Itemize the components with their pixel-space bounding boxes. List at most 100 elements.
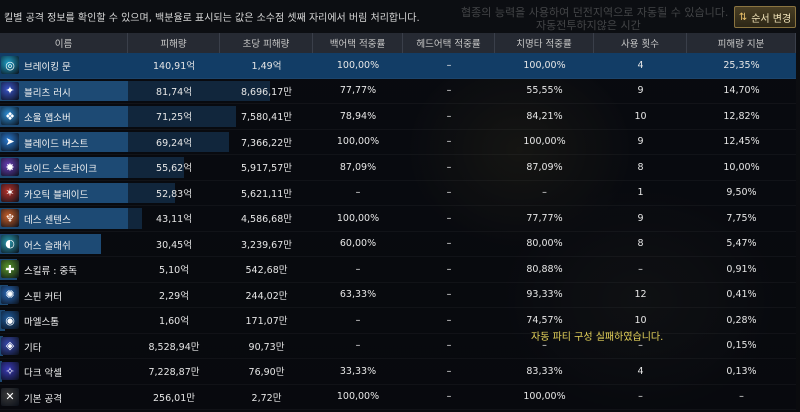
back-attack-rate: 77,77% [339, 85, 377, 97]
damage-value: 2,29억 [159, 290, 189, 302]
damage-share-bar [0, 233, 101, 254]
col-name[interactable]: 이름 [0, 33, 128, 53]
use-count: 10 [634, 110, 647, 122]
back-attack-rate: 63,33% [339, 289, 377, 301]
skill-cell: ◎ 브레이킹 문 [0, 53, 128, 79]
col-share[interactable]: 피해량 지분 [687, 33, 796, 53]
skill-cell: ◈ 기타 [0, 333, 128, 359]
dps-value-cell: 542,68만 [220, 257, 313, 283]
table-row[interactable]: ❖ 소울 앱소버 71,25억 7,580,41만 78,94% – 84,21% 10 12,… [0, 104, 796, 130]
damage-value: 69,24억 [156, 137, 192, 149]
damage-share-cell: 7,75% [687, 206, 796, 232]
death-sentence-icon: ♆ [1, 209, 19, 227]
dps-value-cell: 171,07만 [220, 308, 313, 334]
head-attack-rate: – [446, 110, 452, 122]
col-crit[interactable]: 치명타 적중률 [495, 33, 594, 53]
col-head-attack[interactable]: 헤드어택 적중률 [403, 33, 495, 53]
table-row[interactable]: ✚ 스킬류 : 중독 5,10억 542,68만 – – 80,88% – 0,91% [0, 257, 796, 283]
table-row[interactable]: ◈ 기타 8,528,94만 90,73만 – – – – 0,15% [0, 333, 796, 359]
skill-name: 기타 [24, 342, 42, 354]
use-count: 12 [634, 289, 647, 301]
back-attack-rate: 100,00% [336, 391, 380, 403]
col-dps[interactable]: 초당 피해량 [220, 33, 313, 53]
damage-value: 71,25억 [156, 112, 192, 124]
skill-name: 블리츠 러시 [24, 87, 71, 99]
damage-share: 10,00% [723, 161, 760, 173]
head-attack-rate: – [446, 365, 452, 377]
skill-name: 소울 앱소버 [24, 113, 71, 124]
sort-order-button[interactable]: ⇅ 순서 변경 [734, 6, 796, 28]
back-attack-rate: – [355, 187, 361, 199]
back-attack-rate-cell: 63,33% [313, 282, 403, 308]
crit-rate: 84,21% [526, 110, 563, 122]
col-damage[interactable]: 피해량 [128, 33, 220, 53]
table-row[interactable]: ✶ 카오틱 블레이드 52,83억 5,621,11만 – – – 1 9,50% [0, 180, 796, 206]
skill-name: 카오틱 블레이드 [24, 189, 89, 201]
dps-value-cell: 4,586,68만 [220, 206, 313, 232]
damage-value-cell: 81,74억 [128, 78, 220, 104]
crit-rate: 74,57% [526, 314, 563, 326]
swap-icon: ⇅ [738, 11, 748, 23]
back-attack-rate: 100,00% [336, 59, 380, 71]
use-count-cell: 9 [594, 206, 687, 232]
back-attack-rate-cell: 100,00% [313, 129, 403, 155]
top-bar: 킬별 공격 정보를 확인할 수 있으며, 백분율로 표시되는 값은 소수점 셋째… [0, 0, 800, 32]
use-count: 10 [634, 314, 647, 326]
back-attack-rate-cell: – [313, 308, 403, 334]
damage-share-cell: 14,70% [687, 78, 796, 104]
back-attack-rate: – [355, 340, 361, 352]
col-uses[interactable]: 사용 횟수 [594, 33, 687, 53]
col-back-attack[interactable]: 백어택 적중률 [313, 33, 403, 53]
damage-value: 140,91억 [153, 61, 195, 73]
table-row[interactable]: ◐ 어스 슬래쉬 30,45억 3,239,67만 60,00% – 80,00% 8 5,47… [0, 231, 796, 257]
damage-value-cell: 5,10억 [128, 257, 220, 283]
table-row[interactable]: ✧ 다크 악셀 7,228,87만 76,90만 33,33% – 83,33% 4 0,13% [0, 359, 796, 385]
head-attack-rate: – [446, 391, 452, 403]
sort-order-label: 순서 변경 [751, 13, 792, 25]
crit-rate: – [542, 340, 547, 352]
table-row[interactable]: ✦ 블리츠 러시 81,74억 8,696,17만 77,77% – 55,55% 9 14,7… [0, 78, 796, 104]
damage-value: 52,83억 [156, 188, 192, 200]
head-attack-rate: – [446, 212, 452, 224]
damage-share: 7,75% [726, 212, 757, 224]
dps-value: 1,49억 [251, 61, 282, 73]
skill-cell: ✕ 기본 공격 [0, 384, 128, 410]
skill-cell: ❖ 소울 앱소버 [0, 104, 236, 130]
crit-rate-cell: 80,88% [495, 257, 594, 283]
dps-value: 4,586,68만 [240, 214, 293, 226]
damage-share-cell: 0,15% [687, 333, 796, 359]
table-row[interactable]: ✕ 기본 공격 256,01만 2,72만 100,00% – 100,00% – – [0, 384, 796, 410]
table-row[interactable]: ◎ 브레이킹 문 140,91억 1,49억 100,00% – 100,00% 4 25,35… [0, 53, 796, 79]
table-row[interactable]: ✺ 스핀 커터 2,29억 244,02만 63,33% – 93,33% 12 0,41% [0, 282, 796, 308]
use-count: 1 [637, 187, 644, 199]
use-count-cell: 10 [594, 308, 687, 334]
table-row[interactable]: ♆ 데스 센텐스 43,11억 4,586,68만 100,00% – 77,77% 9 7,7… [0, 206, 796, 232]
damage-value: 256,01만 [153, 392, 195, 404]
dps-value: 2,72만 [251, 392, 282, 404]
table-row[interactable]: ✸ 보이드 스트라이크 55,62억 5,917,57만 87,09% – 87,09% 8 1… [0, 155, 796, 181]
head-attack-rate: – [446, 263, 452, 275]
crit-rate: 83,33% [526, 365, 563, 377]
skill-name: 브레이킹 문 [24, 62, 71, 73]
soul-absorber-icon: ❖ [1, 107, 19, 125]
dps-value-cell: 5,621,11만 [220, 180, 313, 206]
head-attack-rate-cell: – [403, 180, 495, 206]
skill-name: 마엘스톰 [24, 317, 59, 328]
crit-rate: 87,09% [526, 161, 563, 173]
back-attack-rate-cell: – [313, 180, 403, 206]
use-count-cell: 8 [594, 155, 687, 181]
use-count-cell: 10 [594, 104, 687, 130]
dps-value: 7,366,22만 [240, 137, 293, 149]
skill-name: 기본 공격 [24, 393, 62, 405]
use-count: – [638, 340, 643, 352]
head-attack-rate: – [446, 238, 452, 250]
table-row[interactable]: ➤ 블레이드 버스트 69,24억 7,366,22만 100,00% – 100,00% 9… [0, 129, 796, 155]
back-attack-rate: 60,00% [339, 238, 377, 250]
use-count: 8 [637, 161, 644, 173]
table-row[interactable]: ◉ 마엘스톰 1,60억 171,07만 – – 74,57% 10 0,28% [0, 308, 796, 334]
skill-cell: ♆ 데스 센텐스 [0, 206, 143, 232]
head-attack-rate-cell: – [403, 129, 495, 155]
head-attack-rate-cell: – [403, 359, 495, 385]
head-attack-rate: – [446, 136, 452, 148]
damage-value-cell: 2,29억 [128, 282, 220, 308]
